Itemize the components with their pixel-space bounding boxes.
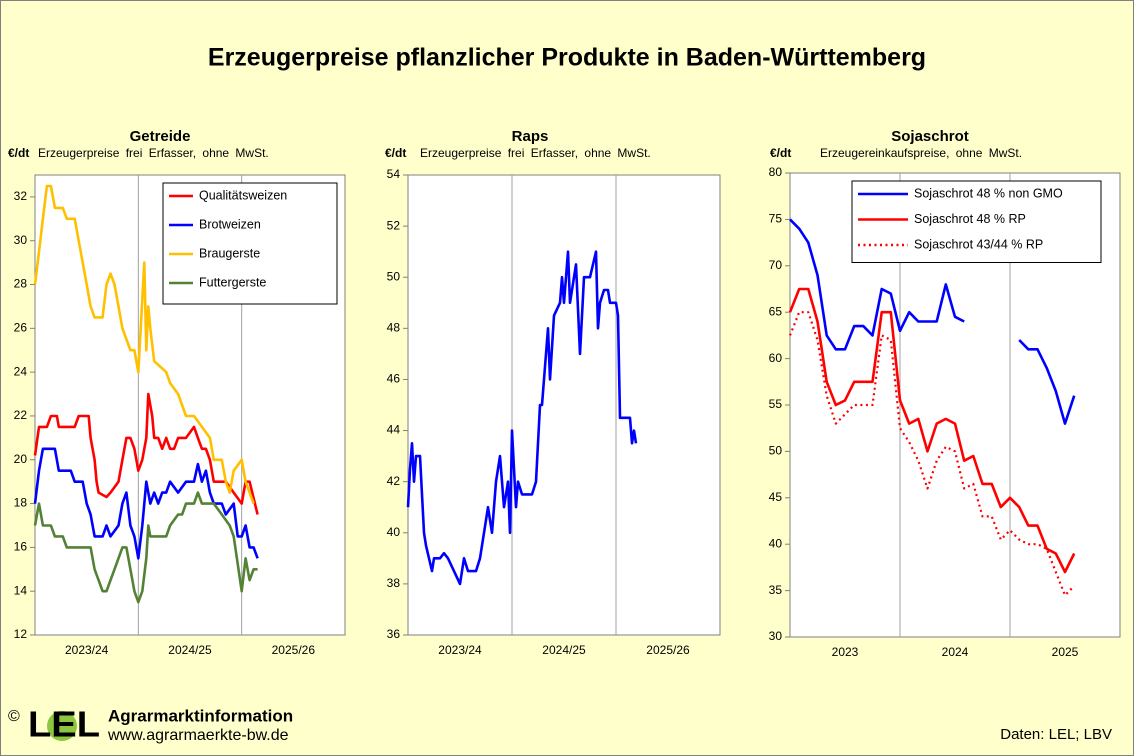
y-tick-label: 52 [387, 218, 401, 232]
logo: LEL [28, 704, 100, 745]
x-tick-label: 2023/24 [438, 643, 482, 657]
panel-title: Raps [512, 128, 549, 145]
y-tick-label: 50 [769, 444, 783, 458]
y-tick-label: 30 [769, 629, 783, 643]
legend-label: Braugerste [199, 246, 260, 260]
page-title: Erzeugerpreise pflanzlicher Produkte in … [208, 44, 926, 72]
y-tick-label: 40 [769, 536, 783, 550]
y-tick-label: 36 [387, 627, 401, 641]
y-tick-label: 50 [387, 269, 401, 283]
x-tick-label: 2024/25 [542, 643, 586, 657]
legend-label: Sojaschrot 48 % non GMO [914, 186, 1063, 200]
legend-label: Futtergerste [199, 275, 266, 289]
y-tick-label: 60 [769, 351, 783, 365]
subtitle: Erzeugerpreise frei Erfasser, ohne MwSt. [420, 146, 651, 160]
y-tick-label: 45 [769, 490, 783, 504]
x-tick-label: 2025 [1052, 645, 1079, 659]
series-line [33, 491, 258, 604]
x-tick-label: 2024/25 [168, 643, 212, 657]
subtitle: Erzeugereinkaufspreise, ohne MwSt. [820, 146, 1022, 160]
source: Daten: LEL; LBV [1000, 726, 1112, 743]
legend-label: Qualitätsweizen [199, 188, 287, 202]
y-tick-label: 40 [387, 525, 401, 539]
y-tick-label: 65 [769, 304, 783, 318]
series-line [33, 392, 259, 515]
panel-title: Getreide [130, 128, 191, 145]
brand: Agrarmarktinformation [108, 706, 293, 725]
y-unit: €/dt [385, 146, 406, 160]
y-tick-label: 44 [387, 423, 401, 437]
y-tick-label: 35 [769, 583, 783, 597]
y-tick-label: 16 [14, 540, 28, 554]
y-unit: €/dt [8, 146, 29, 160]
y-tick-label: 28 [14, 277, 28, 291]
y-tick-label: 48 [387, 321, 401, 335]
panel-title: Sojaschrot [891, 128, 969, 145]
series-line [788, 287, 1076, 574]
x-tick-label: 2023 [832, 645, 859, 659]
x-tick-label: 2025/26 [272, 643, 316, 657]
y-tick-label: 18 [14, 496, 28, 510]
legend-label: Sojaschrot 48 % RP [914, 212, 1026, 226]
series-line [406, 250, 638, 586]
y-tick-label: 70 [769, 258, 783, 272]
plot-area [407, 174, 721, 636]
y-tick-label: 30 [14, 233, 28, 247]
x-tick-label: 2024 [942, 645, 969, 659]
y-tick-label: 14 [14, 583, 28, 597]
legend-label: Brotweizen [199, 217, 261, 231]
x-tick-label: 2025/26 [646, 643, 690, 657]
y-tick-label: 46 [387, 372, 401, 386]
y-tick-label: 55 [769, 397, 783, 411]
y-tick-label: 22 [14, 408, 28, 422]
url[interactable]: www.agrarmaerkte-bw.de [107, 727, 289, 744]
logo-circle [47, 711, 77, 741]
series-line [33, 447, 259, 560]
series-line [789, 218, 1076, 425]
y-tick-label: 20 [14, 452, 28, 466]
series-line [33, 184, 255, 505]
y-tick-label: 42 [387, 474, 401, 488]
y-tick-label: 80 [769, 165, 783, 179]
y-tick-label: 38 [387, 576, 401, 590]
y-tick-label: 32 [14, 189, 28, 203]
y-tick-label: 12 [14, 627, 28, 641]
y-tick-label: 75 [769, 212, 783, 226]
copyright: © [8, 708, 20, 725]
y-unit: €/dt [770, 146, 791, 160]
legend-label: Sojaschrot 43/44 % RP [914, 237, 1043, 251]
x-tick-label: 2023/24 [65, 643, 109, 657]
y-tick-label: 54 [387, 167, 401, 181]
y-tick-label: 26 [14, 321, 28, 335]
subtitle: Erzeugerpreise frei Erfasser, ohne MwSt. [38, 146, 269, 160]
y-tick-label: 24 [14, 364, 28, 378]
